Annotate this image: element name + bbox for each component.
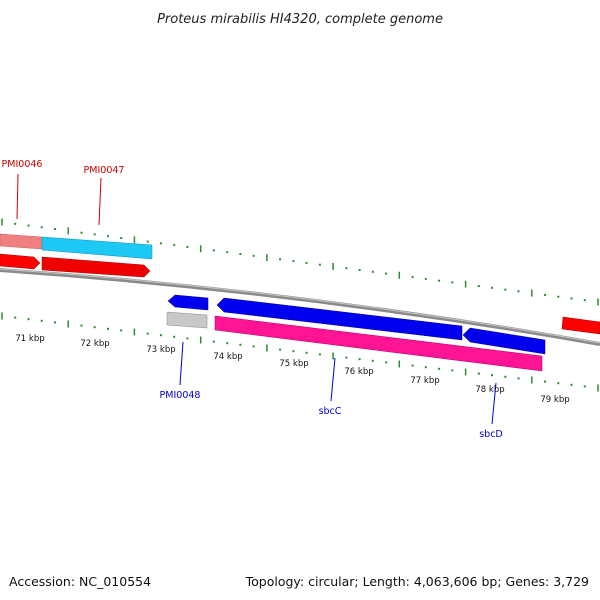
- gene-sbcD-arrow[interactable]: [462, 327, 546, 355]
- scale-label-78: 78 kbp: [475, 385, 504, 395]
- scale-label-73: 73 kbp: [146, 345, 175, 355]
- gene-label-sbcD[interactable]: sbcD: [479, 429, 503, 440]
- gene-label-PMI0047[interactable]: PMI0047: [84, 165, 125, 176]
- gene-sbcCD-cds-feature[interactable]: [214, 315, 543, 372]
- leader-sbcC: [330, 357, 336, 402]
- accession-label: Accession: NC_010554: [9, 574, 151, 589]
- gene-sbcC-arrow[interactable]: [216, 297, 463, 341]
- scale-label-74: 74 kbp: [213, 352, 242, 362]
- reverse-genes: [166, 294, 546, 372]
- scale-label-71: 71 kbp: [15, 334, 44, 344]
- reverse-tick-row: [1, 312, 599, 392]
- scale-label-75: 75 kbp: [279, 359, 308, 369]
- leader-PMI0047: [98, 177, 102, 226]
- scale-label-72: 72 kbp: [80, 339, 109, 349]
- scale-labels: 71 kbp 72 kbp 73 kbp 74 kbp 75 kbp 76 kb…: [15, 334, 569, 405]
- scale-label-76: 76 kbp: [344, 367, 373, 377]
- gene-label-PMI0048[interactable]: PMI0048: [160, 390, 201, 401]
- forward-genes: [0, 233, 600, 335]
- gene-next-forward-arrow[interactable]: [561, 316, 600, 335]
- backbone-highlight: [0, 268, 600, 344]
- leader-PMI0048: [179, 341, 184, 386]
- map-title: Proteus mirabilis HI4320, complete genom…: [157, 12, 443, 27]
- gene-PMI0046-arrow[interactable]: [0, 253, 41, 270]
- gene-PMI0047-cds-feature[interactable]: [41, 236, 153, 260]
- gene-PMI0048-cds-feature[interactable]: [166, 311, 208, 329]
- genome-summary: Topology: circular; Length: 4,063,606 bp…: [245, 574, 589, 589]
- label-leaders: [16, 173, 497, 425]
- genome-backbone: [0, 268, 600, 346]
- gene-label-sbcC[interactable]: sbcC: [319, 406, 342, 417]
- scale-label-77: 77 kbp: [410, 376, 439, 386]
- gene-PMI0047-arrow[interactable]: [41, 256, 151, 278]
- gene-PMI0048-arrow[interactable]: [167, 294, 209, 311]
- scale-label-79: 79 kbp: [540, 395, 569, 405]
- forward-tick-row: [1, 218, 599, 306]
- leader-sbcD: [491, 382, 497, 425]
- gene-label-PMI0046[interactable]: PMI0046: [2, 159, 43, 170]
- gene-labels: PMI0046 PMI0047 PMI0048 sbcC sbcD: [2, 159, 503, 440]
- leader-PMI0046: [16, 173, 19, 220]
- gene-PMI0046-cds-feature[interactable]: [0, 233, 43, 250]
